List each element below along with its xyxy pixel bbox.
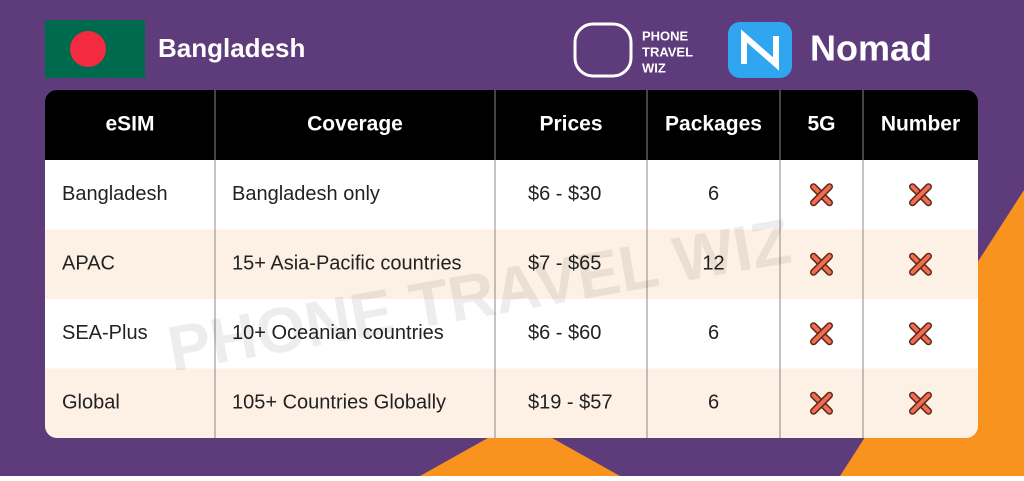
column-header: eSIM [105, 113, 154, 136]
header-row [45, 90, 978, 160]
table-cell: 15+ Asia-Pacific countries [232, 253, 462, 275]
column-header: Prices [539, 113, 602, 136]
table-cell: 6 [708, 183, 719, 205]
table-cell: Bangladesh only [232, 183, 380, 205]
cross-icon [910, 393, 931, 414]
table-cell: APAC [62, 253, 115, 275]
table: eSIM Coverage Prices Packages 5G Number Bangla… [45, 90, 978, 438]
flag-circle [70, 31, 106, 67]
logo-text: TRAVEL [642, 44, 693, 59]
brand: Nomad [810, 28, 932, 69]
table-cell: 6 [708, 392, 719, 414]
logo-text: PHONE [642, 28, 689, 43]
table-cell: 6 [708, 322, 719, 344]
cross-icon [811, 184, 832, 205]
table-cell: Global [62, 392, 120, 414]
table-row [45, 160, 978, 230]
column-header: 5G [807, 113, 835, 136]
title: Bangladesh [158, 33, 305, 63]
table-cell: $19 - $57 [528, 392, 613, 414]
table-cell: 105+ Countries Globally [232, 392, 446, 414]
ptw-logo: PHONE TRAVEL WIZ [573, 22, 693, 78]
table-cell: Bangladesh [62, 183, 168, 205]
cross-icon [910, 254, 931, 275]
cross-icon [910, 323, 931, 344]
cross-icon [910, 184, 931, 205]
column-header: Packages [665, 113, 762, 136]
table-cell: 10+ Oceanian countries [232, 322, 444, 344]
table-cell: SEA-Plus [62, 322, 148, 344]
column-header: Number [881, 113, 960, 136]
nomad-logo: Nomad [728, 22, 932, 78]
table-cell: $7 - $65 [528, 253, 601, 275]
orange-shape [420, 420, 620, 476]
table-cell: $6 - $30 [528, 183, 601, 205]
logo-mark [573, 22, 633, 78]
cross-icon [811, 254, 832, 275]
cross-icon [811, 323, 832, 344]
logo-n [741, 29, 779, 71]
logo-text: WIZ [642, 60, 666, 75]
table-cell: 12 [702, 253, 724, 275]
column-header: Coverage [307, 113, 403, 136]
cross-icon [811, 393, 832, 414]
table-cell: $6 - $60 [528, 322, 601, 344]
